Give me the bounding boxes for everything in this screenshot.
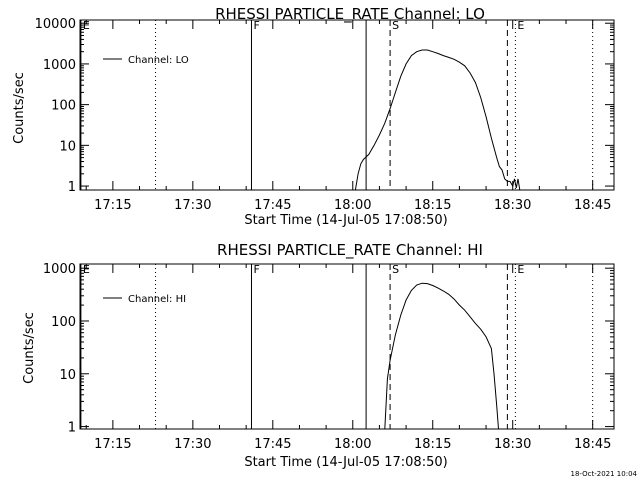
y-tick-label: 10 <box>59 139 76 154</box>
series-line <box>354 49 521 191</box>
axes: 17:15 17:30 17:45 18:00 18:15 18:30 18:45 1 10 10… <box>43 262 615 452</box>
y-tick-label: 10000 <box>35 17 76 32</box>
y-tick-label: 10 <box>59 368 76 383</box>
y-tick-label: 100 <box>51 99 76 114</box>
plot-frame <box>79 19 615 191</box>
y-tick-label: 100 <box>51 315 76 330</box>
legend-label: Channel: HI <box>128 294 186 305</box>
x-tick-label: 17:30 <box>174 437 211 452</box>
marker-label: E <box>517 263 524 276</box>
x-tick-label: 18:15 <box>414 198 451 213</box>
y-tick-label: 1 <box>68 421 76 436</box>
x-tick-label: 18:30 <box>494 198 531 213</box>
x-tick-label: 18:15 <box>414 437 451 452</box>
series <box>384 282 499 430</box>
y-tick-label: 1 <box>68 180 76 195</box>
marker-label: S <box>392 19 399 32</box>
x-tick-label: 17:30 <box>174 198 211 213</box>
axes: 17:15 17:30 17:45 18:00 18:15 18:30 18:45 1 10 10… <box>35 17 615 213</box>
chart-title: RHESSI PARTICLE_RATE Channel: HI <box>217 241 483 260</box>
x-tick-label: 17:15 <box>94 198 131 213</box>
marker-label: E <box>83 263 90 276</box>
marker-label: E <box>517 19 524 32</box>
y-axis-label: Counts/sec <box>22 312 37 384</box>
marker-label: F <box>253 263 259 276</box>
series-line <box>384 282 499 430</box>
panel-hi: RHESSI PARTICLE_RATE Channel: HI Start T… <box>22 241 615 470</box>
panel-lo: RHESSI PARTICLE_RATE Channel: LO Start T… <box>12 5 615 228</box>
x-tick-label: 18:00 <box>334 198 371 213</box>
x-tick-label: 17:45 <box>254 198 291 213</box>
legend-label: Channel: LO <box>128 55 189 66</box>
chart-title: RHESSI PARTICLE_RATE Channel: LO <box>215 5 485 24</box>
x-axis-label: Start Time (14-Jul-05 17:08:50) <box>244 455 447 470</box>
timestamp: 18-Oct-2021 10:04 <box>571 470 638 478</box>
marker-label: S <box>392 263 399 276</box>
x-tick-label: 17:45 <box>254 437 291 452</box>
marker-label: E <box>83 19 90 32</box>
y-tick-label: 1000 <box>43 262 76 277</box>
x-tick-label: 18:30 <box>494 437 531 452</box>
y-tick-label: 1000 <box>43 58 76 73</box>
x-axis-label: Start Time (14-Jul-05 17:08:50) <box>244 213 447 228</box>
x-tick-label: 18:00 <box>334 437 371 452</box>
series <box>354 49 521 191</box>
marker-label: F <box>253 19 259 32</box>
x-tick-label: 18:45 <box>574 198 611 213</box>
plot-frame <box>79 263 615 430</box>
x-tick-label: 18:45 <box>574 437 611 452</box>
y-axis-label: Counts/sec <box>12 72 27 144</box>
x-tick-label: 17:15 <box>94 437 131 452</box>
